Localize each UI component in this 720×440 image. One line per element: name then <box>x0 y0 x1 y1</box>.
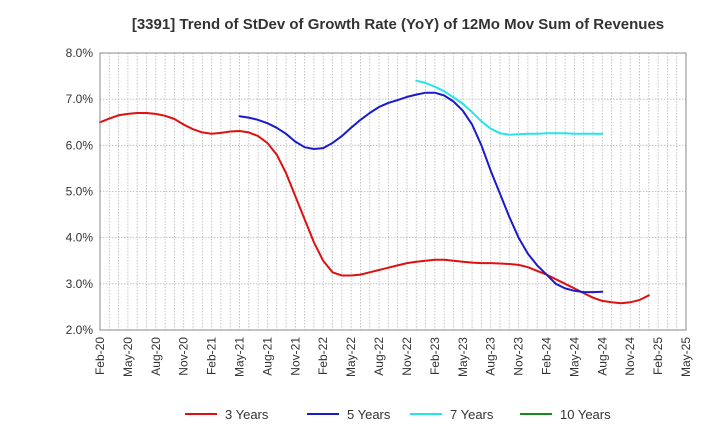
x-tick-label: May-22 <box>344 337 358 377</box>
plot-area <box>100 53 686 330</box>
grid-layer <box>100 53 686 330</box>
x-tick-label: Feb-24 <box>539 337 553 375</box>
legend-label: 5 Years <box>347 407 391 422</box>
axis-layer: 2.0% 3.0% 4.0% 5.0% 6.0% 7.0% 8.0% Feb-20 May-20… <box>66 46 693 377</box>
y-tick-label: 6.0% <box>66 138 94 152</box>
x-tick-label: Nov-21 <box>288 337 302 376</box>
x-tick-label: Feb-25 <box>651 337 665 375</box>
legend-label: 7 Years <box>450 407 494 422</box>
x-tick-label: Aug-24 <box>595 337 609 376</box>
plot-border <box>99 52 687 331</box>
series-line-7-years <box>415 79 604 136</box>
x-tick-label: Feb-23 <box>428 337 442 375</box>
x-tick-label: Aug-22 <box>372 337 386 376</box>
y-tick-label: 3.0% <box>66 277 94 291</box>
x-tick-label: Aug-20 <box>149 337 163 376</box>
x-tick-label: Nov-24 <box>623 337 637 376</box>
series-line-5-years <box>238 91 604 294</box>
series-line-3-years <box>99 112 650 305</box>
x-tick-label: Feb-21 <box>205 337 219 375</box>
y-tick-label: 5.0% <box>66 185 94 199</box>
x-tick-label: Nov-20 <box>177 337 191 376</box>
y-tick-label: 4.0% <box>66 231 94 245</box>
y-tick-label: 7.0% <box>66 92 94 106</box>
y-tick-label: 2.0% <box>66 323 94 337</box>
series-layer <box>99 79 650 305</box>
x-tick-label: May-20 <box>121 337 135 377</box>
x-tick-label: May-23 <box>456 337 470 377</box>
x-tick-label: Feb-20 <box>93 337 107 375</box>
x-tick-label: May-24 <box>567 337 581 377</box>
x-tick-label: Nov-22 <box>400 337 414 376</box>
x-tick-label: Aug-21 <box>260 337 274 376</box>
legend-label: 3 Years <box>225 407 269 422</box>
x-tick-label: May-21 <box>233 337 247 377</box>
legend: 3 Years 5 Years 7 Years 10 Years <box>185 407 611 422</box>
legend-label: 10 Years <box>560 407 611 422</box>
x-tick-label: Feb-22 <box>316 337 330 375</box>
x-tick-label: Nov-23 <box>512 337 526 376</box>
x-tick-label: Aug-23 <box>484 337 498 376</box>
chart-title: [3391] Trend of StDev of Growth Rate (Yo… <box>132 16 664 33</box>
x-tick-label: May-25 <box>679 337 693 377</box>
y-tick-label: 8.0% <box>66 46 94 60</box>
